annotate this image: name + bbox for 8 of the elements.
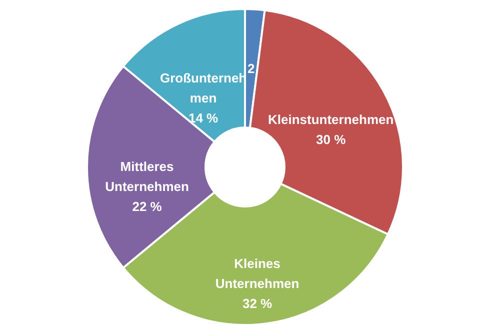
data-label: 22 % — [132, 199, 162, 214]
data-label: 30 % — [316, 132, 346, 147]
data-label: 2 — [248, 61, 255, 76]
data-label: 32 % — [242, 296, 273, 312]
slice-label: Großunternehmen — [160, 70, 247, 106]
slice-label: Kleines Unternehmen — [215, 256, 300, 292]
slice-label: Mittleres Unternehmen — [105, 159, 189, 194]
slice-label: Kleinstunternehmen — [268, 112, 394, 127]
